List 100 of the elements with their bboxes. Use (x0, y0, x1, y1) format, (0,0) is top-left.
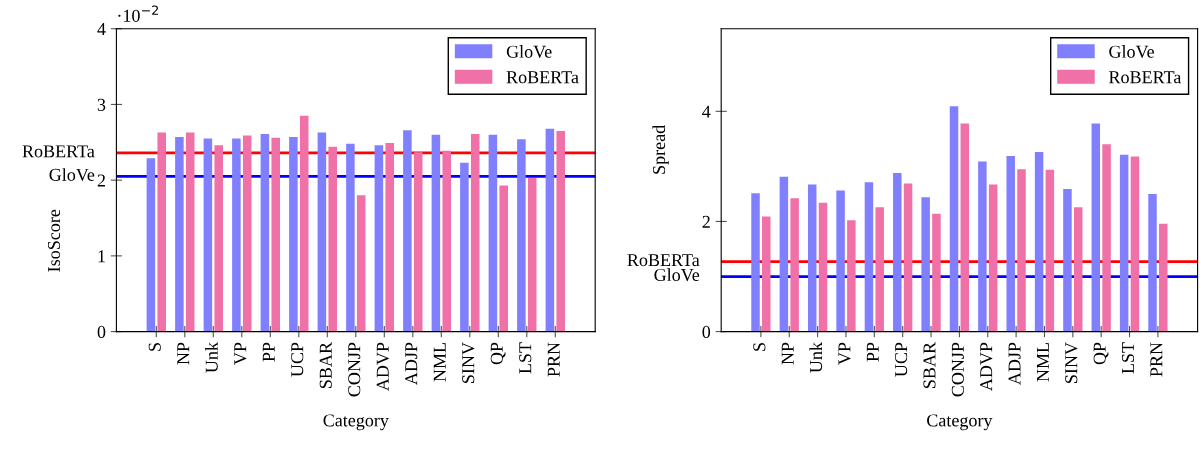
bar (157, 132, 166, 332)
x-tick-label: ADJP (1008, 342, 1021, 385)
bar (779, 176, 789, 332)
bar (517, 139, 526, 332)
legend-label: RoBERTa (506, 71, 579, 84)
x-tick-label: SBAR (923, 342, 936, 388)
text: ·10$^{−2}$ (118, 5, 159, 22)
x-tick-label: NML (1036, 343, 1049, 382)
bar (1073, 207, 1083, 332)
ref-line-label: GloVe (654, 268, 700, 282)
legend-label: RoBERTa (1108, 71, 1182, 84)
bar (317, 132, 327, 332)
bar (203, 138, 213, 332)
bar (260, 133, 270, 332)
ref-line-label: RoBERTa (627, 254, 700, 267)
x-tick-label: LST (1121, 342, 1135, 374)
bar (847, 220, 856, 332)
x-tick-label: UCP (291, 342, 304, 377)
y-axis-title: Spread (652, 125, 669, 174)
x-tick-label: UCP (895, 342, 908, 377)
x-tick-label: QP (490, 342, 506, 365)
bar (470, 133, 480, 332)
bar (762, 216, 771, 332)
bar (289, 137, 298, 332)
bar (385, 143, 394, 332)
bar (1045, 169, 1055, 332)
x-tick-label: SINV (1065, 342, 1078, 383)
bar (1159, 223, 1168, 332)
bar (232, 138, 241, 332)
bar (751, 193, 760, 332)
bar (893, 173, 902, 332)
y-tick-label: 1 (98, 250, 105, 263)
y-axis-title: IsoScore (47, 209, 61, 272)
y-tick-label: 4 (97, 23, 106, 35)
x-tick-label: Unk (809, 342, 823, 373)
bar (556, 130, 565, 332)
x-tick-label: ADJP (405, 342, 418, 385)
bar (545, 128, 555, 332)
bar (242, 135, 252, 332)
bar (818, 202, 828, 332)
x-tick-label: NML (433, 343, 446, 382)
bar (146, 158, 156, 332)
x-tick-label: NP (177, 342, 190, 365)
bar (356, 195, 366, 332)
x-tick-label: QP (1093, 342, 1109, 365)
x-tick-label: PP (866, 342, 879, 362)
bar (1006, 155, 1015, 332)
bar (903, 183, 913, 332)
bar (431, 134, 441, 332)
bar (1091, 123, 1101, 332)
bar (488, 134, 498, 332)
bar (299, 115, 309, 332)
legend-label: GloVe (1109, 45, 1154, 58)
x-axis-title: Category (323, 414, 389, 431)
bar (864, 182, 874, 332)
bar (271, 137, 280, 332)
x-tick-label: S (753, 343, 766, 351)
bar (346, 143, 355, 332)
bar (790, 198, 799, 332)
x-axis-title: Category (927, 414, 993, 431)
x-tick-label: NP (781, 342, 794, 365)
bar (921, 197, 930, 332)
bar (175, 137, 184, 332)
bar (807, 184, 817, 332)
x-tick-label: VP (234, 342, 247, 365)
bar (1119, 154, 1129, 332)
bar (1034, 152, 1044, 332)
bar (960, 123, 970, 332)
x-tick-label: CONJP (951, 342, 964, 397)
y-tick-label: 2 (97, 174, 105, 187)
x-tick-label: PRN (547, 342, 560, 377)
bar (1063, 188, 1072, 332)
bar (932, 213, 941, 332)
bar (1148, 193, 1157, 332)
bar (413, 152, 423, 332)
bar (836, 190, 845, 332)
bar (988, 184, 998, 332)
y-tick-label: 0 (702, 325, 711, 339)
y-tick-label: 3 (97, 98, 106, 111)
bar (214, 145, 223, 332)
x-tick-label: SBAR (319, 342, 332, 388)
bar (1017, 169, 1026, 332)
bar (442, 150, 451, 332)
y-tick-label: 2 (702, 215, 710, 228)
ref-line-label: GloVe (49, 168, 95, 181)
x-tick-label: VP (838, 342, 851, 365)
bar (875, 207, 884, 332)
x-tick-label: SINV (462, 342, 475, 383)
bar (949, 106, 959, 332)
bar (374, 145, 384, 332)
ref-line-label: RoBERTa (22, 145, 95, 158)
x-tick-label: PP (262, 342, 275, 362)
x-tick-label: S (148, 343, 161, 351)
x-tick-label: CONJP (348, 342, 361, 397)
x-tick-label: ADVP (376, 342, 389, 391)
x-tick-label: PRN (1150, 342, 1163, 377)
bar (978, 161, 987, 332)
x-tick-label: Unk (205, 342, 218, 373)
bar (328, 146, 337, 332)
y-tick-label: 4 (702, 105, 711, 118)
